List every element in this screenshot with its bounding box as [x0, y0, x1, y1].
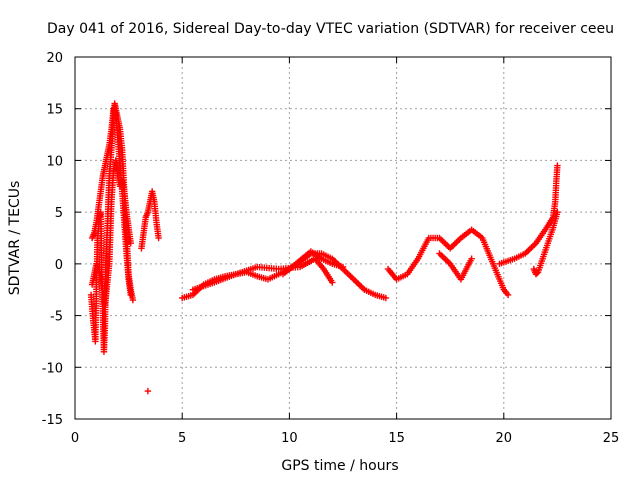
data-point — [350, 276, 357, 283]
data-point — [451, 240, 458, 248]
y-tick-label: 5 — [55, 206, 63, 221]
data-point — [450, 242, 457, 249]
data-point — [454, 237, 462, 245]
data-points — [87, 100, 561, 395]
data-point — [443, 242, 451, 249]
y-axis-label: SDTVAR / TECUs — [7, 181, 23, 296]
data-point — [554, 162, 561, 169]
data-point — [342, 268, 350, 276]
data-point — [439, 237, 446, 245]
x-axis-label: GPS time / hours — [281, 458, 398, 474]
data-point — [329, 279, 336, 286]
data-point — [341, 267, 348, 274]
data-point — [525, 247, 532, 254]
data-point — [529, 242, 537, 250]
y-tick-label: 20 — [46, 51, 63, 66]
x-tick-label: 5 — [178, 431, 186, 446]
data-point — [353, 279, 360, 286]
y-tick-label: -15 — [42, 413, 63, 428]
data-point — [345, 271, 353, 279]
x-tick-label: 0 — [71, 431, 79, 446]
y-tick-label: 0 — [55, 258, 63, 273]
data-point — [352, 277, 359, 285]
data-point — [155, 234, 162, 242]
y-tick-label: 10 — [46, 154, 63, 169]
data-point — [533, 269, 541, 277]
x-tick-label: 20 — [496, 431, 513, 446]
y-tick-label: 15 — [46, 103, 63, 118]
chart-title: Day 041 of 2016, Sidereal Day-to-day VTE… — [47, 21, 614, 37]
y-tick-label: -5 — [50, 310, 63, 325]
axis-ticks: 0 5 10 15 20 25 -15 -10 -5 0 5 10 15 20 — [42, 51, 620, 446]
data-point — [442, 256, 449, 263]
data-point — [127, 291, 134, 299]
data-point — [440, 239, 448, 246]
data-point — [344, 270, 351, 277]
data-point — [447, 245, 454, 252]
data-point — [453, 239, 460, 246]
data-point — [526, 245, 534, 253]
data-point — [468, 255, 475, 262]
data-point — [339, 263, 347, 271]
data-point — [439, 253, 446, 260]
data-point — [443, 257, 451, 265]
data-point — [437, 251, 445, 259]
grid — [75, 57, 611, 419]
data-point — [347, 273, 354, 280]
y-tick-label: -10 — [42, 361, 63, 376]
data-point — [355, 280, 362, 288]
data-point — [348, 274, 356, 282]
data-point — [129, 296, 137, 304]
data-point — [144, 387, 152, 395]
data-point — [504, 291, 512, 299]
data-point — [437, 236, 445, 243]
data-point — [554, 208, 561, 216]
data-point — [448, 243, 455, 251]
data-point — [528, 244, 535, 251]
data-point — [127, 239, 134, 247]
data-point — [382, 294, 390, 302]
data-point — [356, 282, 364, 289]
x-tick-label: 25 — [603, 431, 620, 446]
x-tick-label: 15 — [388, 431, 405, 446]
data-point — [436, 250, 443, 257]
x-tick-label: 10 — [281, 431, 298, 446]
data-point — [358, 283, 365, 290]
data-point — [440, 254, 448, 262]
data-point — [442, 240, 449, 248]
plot-frame — [74, 56, 612, 420]
